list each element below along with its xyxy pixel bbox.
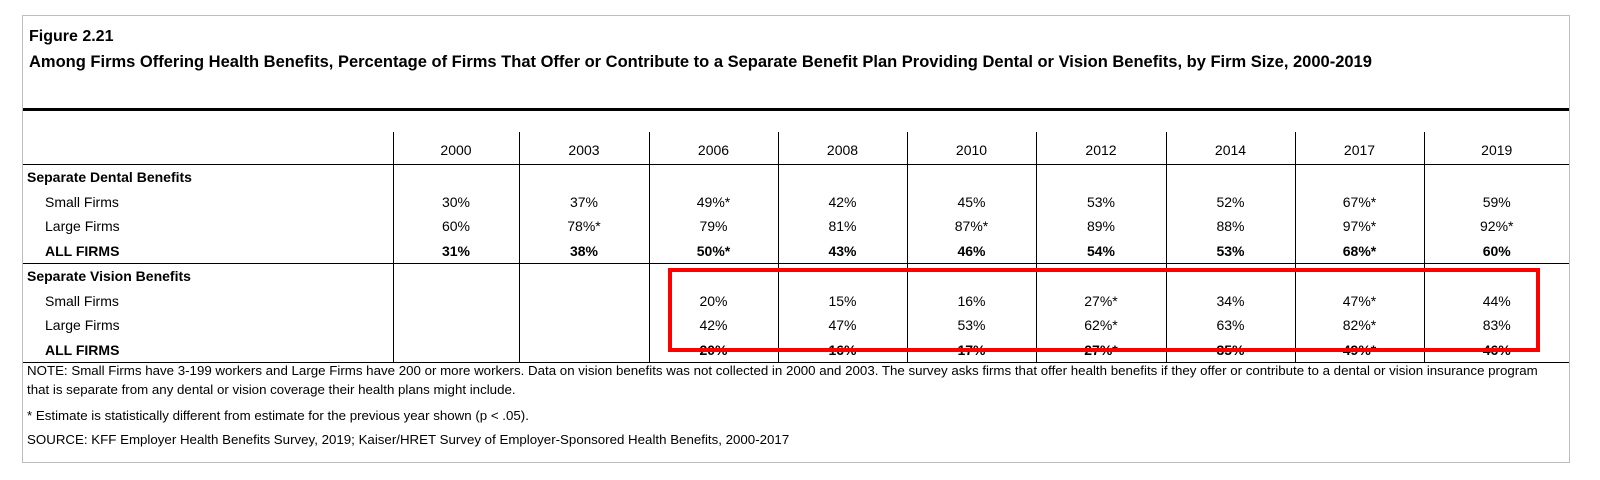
table-cell: 31% bbox=[392, 238, 519, 264]
table-cell: 16% bbox=[777, 337, 907, 363]
figure-header: Figure 2.21 Among Firms Offering Health … bbox=[29, 26, 1563, 75]
table-cell: 46% bbox=[1423, 337, 1569, 363]
table-cell: 59% bbox=[1423, 189, 1569, 214]
table-cell: 47%* bbox=[1294, 288, 1424, 313]
year-header: 2014 bbox=[1165, 132, 1295, 165]
table-cell: 62%* bbox=[1035, 313, 1166, 338]
note-text: NOTE: Small Firms have 3-199 workers and… bbox=[27, 363, 1538, 397]
vision-section-title: Separate Vision Benefits bbox=[23, 263, 393, 289]
table-cell: 46% bbox=[906, 238, 1036, 264]
table-cell: 42% bbox=[648, 313, 778, 338]
table-cell bbox=[392, 337, 519, 363]
table-cell bbox=[518, 288, 649, 313]
notes-section: NOTE: Small Firms have 3-199 workers and… bbox=[27, 361, 1563, 449]
table-cell: 60% bbox=[1423, 238, 1569, 264]
table-cell: 44% bbox=[1423, 288, 1569, 313]
table-cell: 67%* bbox=[1294, 189, 1424, 214]
table-cell: 81% bbox=[777, 214, 907, 239]
table-cell: 20% bbox=[648, 288, 778, 313]
year-header: 2012 bbox=[1035, 132, 1166, 165]
table-cell: 53% bbox=[1035, 189, 1166, 214]
table-cell: 27%* bbox=[1035, 337, 1166, 363]
table-cell: 52% bbox=[1165, 189, 1295, 214]
table-cell bbox=[392, 313, 519, 338]
dental-section-header: Separate Dental Benefits bbox=[23, 164, 1569, 190]
dental-all-firms-row: ALL FIRMS 31% 38% 50%* 43% 46% 54% 53% 6… bbox=[23, 238, 1569, 264]
table-cell: 79% bbox=[648, 214, 778, 239]
table-cell: 97%* bbox=[1294, 214, 1424, 239]
header-corner bbox=[23, 132, 393, 165]
table-cell: 30% bbox=[392, 189, 519, 214]
table-cell: 49%* bbox=[648, 189, 778, 214]
dental-small-firms-row: Small Firms 30% 37% 49%* 42% 45% 53% 52%… bbox=[23, 189, 1569, 214]
figure-panel: Figure 2.21 Among Firms Offering Health … bbox=[22, 15, 1570, 463]
source-text: SOURCE: KFF Employer Health Benefits Sur… bbox=[27, 432, 790, 447]
year-header: 2003 bbox=[518, 132, 649, 165]
table-cell: 45% bbox=[906, 189, 1036, 214]
title-divider bbox=[23, 108, 1569, 111]
table-cell: 87%* bbox=[906, 214, 1036, 239]
row-label: Small Firms bbox=[45, 193, 119, 210]
table-cell: 20% bbox=[648, 337, 778, 363]
year-header: 2019 bbox=[1423, 132, 1569, 165]
table-cell: 68%* bbox=[1294, 238, 1424, 264]
table-cell: 16% bbox=[906, 288, 1036, 313]
figure-title: Among Firms Offering Health Benefits, Pe… bbox=[29, 53, 1372, 71]
table-cell: 78%* bbox=[518, 214, 649, 239]
vision-all-firms-row: ALL FIRMS 20% 16% 17% 27%* 35% 49%* 46% bbox=[23, 337, 1569, 363]
table-cell: 47% bbox=[777, 313, 907, 338]
table-cell: 38% bbox=[518, 238, 649, 264]
table-cell: 60% bbox=[392, 214, 519, 239]
table-cell: 54% bbox=[1035, 238, 1166, 264]
dental-section-title: Separate Dental Benefits bbox=[23, 164, 393, 190]
table-cell bbox=[518, 313, 649, 338]
vision-small-firms-row: Small Firms 20% 15% 16% 27%* 34% 47%* 44… bbox=[23, 288, 1569, 313]
table-cell: 43% bbox=[777, 238, 907, 264]
year-header: 2010 bbox=[906, 132, 1036, 165]
vision-large-firms-row: Large Firms 42% 47% 53% 62%* 63% 82%* 83… bbox=[23, 313, 1569, 338]
row-label: ALL FIRMS bbox=[23, 337, 393, 363]
table-cell: 42% bbox=[777, 189, 907, 214]
table-cell: 63% bbox=[1165, 313, 1295, 338]
year-header: 2006 bbox=[648, 132, 778, 165]
table-body: 2000 2003 2006 2008 2010 2012 2014 2017 … bbox=[23, 132, 1569, 363]
table-cell: 34% bbox=[1165, 288, 1295, 313]
table-cell: 92%* bbox=[1423, 214, 1569, 239]
row-label: ALL FIRMS bbox=[45, 242, 120, 259]
table-cell: 37% bbox=[518, 189, 649, 214]
footnote-text: * Estimate is statistically different fr… bbox=[27, 408, 529, 423]
row-label: Small Firms bbox=[45, 292, 119, 309]
table-cell: 53% bbox=[1165, 238, 1295, 264]
table-cell: 50%* bbox=[648, 238, 778, 264]
figure-label: Figure 2.21 bbox=[29, 28, 114, 45]
year-header-row: 2000 2003 2006 2008 2010 2012 2014 2017 … bbox=[23, 132, 1569, 165]
table-cell: 27%* bbox=[1035, 288, 1166, 313]
table-cell: 49%* bbox=[1294, 337, 1424, 363]
table-cell: 15% bbox=[777, 288, 907, 313]
row-label: Large Firms bbox=[45, 317, 120, 334]
benefits-table: 2000 2003 2006 2008 2010 2012 2014 2017 … bbox=[23, 132, 1569, 363]
year-header: 2017 bbox=[1294, 132, 1424, 165]
table-cell: 17% bbox=[906, 337, 1036, 363]
table-cell: 83% bbox=[1423, 313, 1569, 338]
table-cell: 53% bbox=[906, 313, 1036, 338]
vision-section-header: Separate Vision Benefits bbox=[23, 263, 1569, 289]
table-cell: 35% bbox=[1165, 337, 1295, 363]
table-cell: 89% bbox=[1035, 214, 1166, 239]
table-cell bbox=[518, 337, 649, 363]
row-label: Large Firms bbox=[45, 218, 120, 235]
year-header: 2008 bbox=[777, 132, 907, 165]
year-header: 2000 bbox=[392, 132, 519, 165]
table-cell: 88% bbox=[1165, 214, 1295, 239]
dental-large-firms-row: Large Firms 60% 78%* 79% 81% 87%* 89% 88… bbox=[23, 214, 1569, 239]
table-cell: 82%* bbox=[1294, 313, 1424, 338]
table-cell bbox=[392, 288, 519, 313]
